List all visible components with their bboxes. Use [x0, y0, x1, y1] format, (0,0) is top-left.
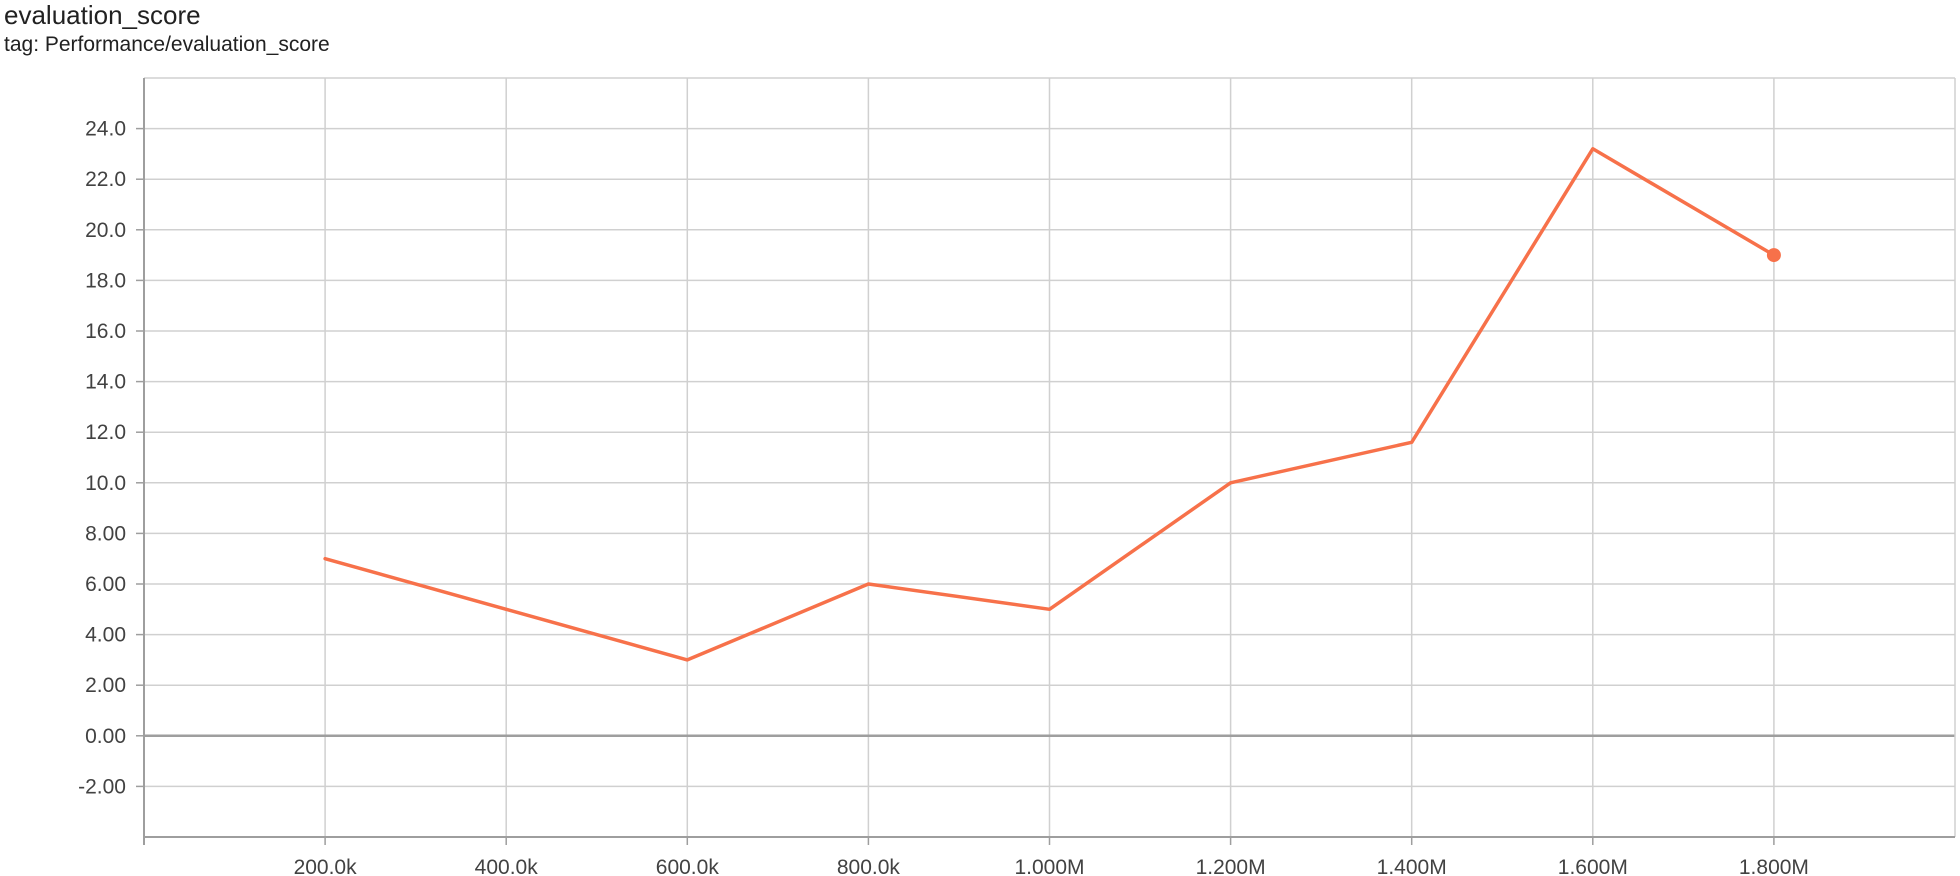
chart-tag: tag: Performance/evaluation_score [4, 33, 330, 56]
series [323, 147, 1781, 662]
y-tick-label-5: 8.00 [85, 522, 126, 545]
x-tick-label-4: 1.000M [1014, 856, 1084, 876]
grid [144, 78, 1955, 837]
y-tick-label-1: 0.00 [85, 725, 126, 748]
x-tick-label-6: 1.400M [1377, 856, 1447, 876]
tick-labels: -2.00 0.00 2.00 4.00 6.00 8.00 10.0 12.0 14.0 16.… [78, 118, 1809, 876]
x-tick-label-5: 1.200M [1196, 856, 1266, 876]
chart-title: evaluation_score [4, 0, 201, 30]
x-tick-label-3: 800.0k [837, 856, 901, 876]
y-tick-label-6: 10.0 [85, 472, 126, 495]
x-tick-label-7: 1.600M [1558, 856, 1628, 876]
series-line-0 [323, 147, 1776, 662]
y-tick-label-0: -2.00 [78, 775, 126, 798]
x-tick-label-2: 600.0k [656, 856, 720, 876]
y-tick-label-13: 24.0 [85, 118, 126, 141]
y-tick-label-7: 12.0 [85, 421, 126, 444]
x-tick-label-8: 1.800M [1739, 856, 1809, 876]
y-tick-label-4: 6.00 [85, 573, 126, 596]
axes [136, 77, 1956, 845]
y-tick-label-8: 14.0 [85, 371, 126, 394]
y-tick-label-10: 18.0 [85, 269, 126, 292]
last-point-marker [1766, 248, 1781, 263]
y-tick-label-3: 4.00 [85, 624, 126, 647]
x-tick-label-1: 400.0k [475, 856, 539, 876]
y-tick-label-9: 16.0 [85, 320, 126, 343]
y-tick-label-11: 20.0 [85, 219, 126, 242]
y-tick-label-2: 2.00 [85, 674, 126, 697]
y-tick-label-12: 22.0 [85, 168, 126, 191]
x-tick-label-0: 200.0k [294, 856, 358, 876]
